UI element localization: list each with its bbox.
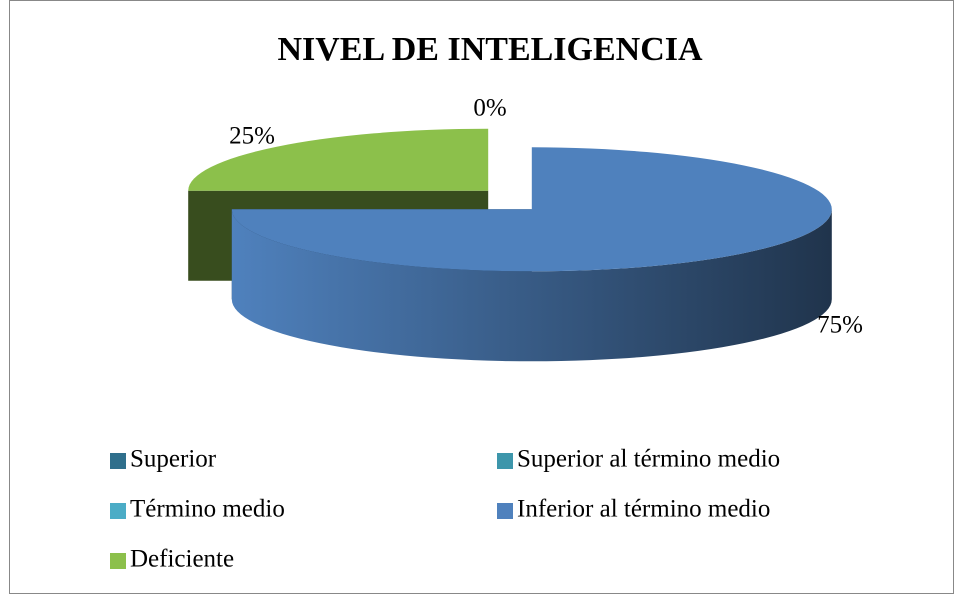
legend-label: Deficiente [130, 546, 234, 573]
legend-swatch [497, 503, 513, 519]
data-label: 75% [817, 312, 863, 339]
pie [188, 128, 832, 362]
slice [231, 147, 832, 362]
legend-swatch [110, 503, 126, 519]
legend-swatch [110, 553, 126, 569]
slice-side [231, 209, 832, 362]
data-label: 0% [473, 95, 506, 122]
legend-swatch [110, 453, 126, 469]
data-label: 25% [229, 123, 275, 150]
chart-title: NIVEL DE INTELIGENCIA [277, 31, 703, 68]
legend-label: Inferior al término medio [517, 496, 770, 523]
legend-swatch [497, 453, 513, 469]
legend-label: Superior al término medio [517, 446, 780, 473]
slice-top [231, 147, 832, 272]
legend-label: Término medio [130, 496, 285, 523]
legend-label: Superior [130, 446, 217, 473]
slice-top [188, 128, 489, 191]
